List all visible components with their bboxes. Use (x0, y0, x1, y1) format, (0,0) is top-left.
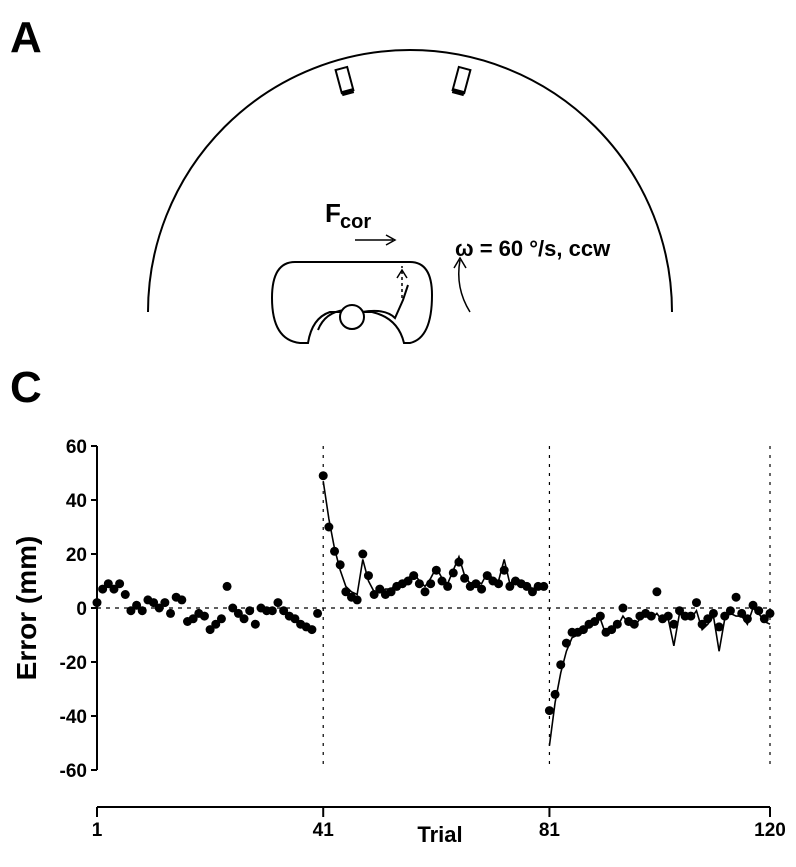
x-tick-label: 41 (313, 820, 335, 841)
data-point (267, 606, 277, 616)
data-point (731, 592, 741, 602)
force-label: F (325, 198, 341, 228)
data-point (720, 611, 730, 621)
data-point (437, 576, 447, 586)
lamp (334, 65, 355, 97)
data-point (290, 614, 300, 624)
data-point (691, 598, 701, 608)
data-point (409, 571, 419, 581)
table (270, 261, 434, 344)
data-point (527, 587, 537, 597)
data-point (318, 471, 328, 481)
data-point (115, 579, 125, 589)
room-wall (147, 49, 673, 313)
data-point (714, 622, 724, 632)
data-point (279, 606, 289, 616)
x-tick-label: 1 (92, 820, 103, 841)
x-axis-label: Trial (417, 822, 462, 847)
reach-arrow (396, 268, 408, 279)
data-point (216, 614, 226, 624)
data-point (98, 584, 108, 594)
model-line (322, 480, 544, 596)
panel-label: C (10, 363, 42, 412)
data-point (595, 611, 605, 621)
data-point (358, 549, 368, 559)
data-point (126, 606, 136, 616)
data-point (211, 619, 221, 629)
y-tick-label: 60 (66, 437, 87, 458)
data-point (443, 581, 453, 591)
data-point (765, 608, 775, 618)
data-point (199, 611, 209, 621)
data-point (92, 598, 102, 608)
x-tick-label: 120 (754, 820, 786, 841)
data-point (420, 587, 430, 597)
data-point (160, 598, 170, 608)
force-subscript: cor (340, 211, 371, 233)
data-point (228, 603, 238, 613)
data-point (725, 606, 735, 616)
data-point (137, 606, 147, 616)
data-point (166, 608, 176, 618)
y-axis-label: Error (mm) (11, 536, 42, 681)
data-point (307, 625, 317, 635)
data-point (544, 706, 554, 716)
y-tick-label: 40 (66, 491, 87, 512)
y-tick-label: -60 (60, 761, 87, 782)
data-point (273, 598, 283, 608)
data-point (239, 614, 249, 624)
data-point (313, 608, 323, 618)
data-point (149, 598, 159, 608)
rotation-arrow (458, 259, 471, 313)
data-point (708, 608, 718, 618)
data-point (205, 625, 215, 635)
data-point (154, 603, 164, 613)
rotation-arrow-head (453, 256, 467, 269)
data-point (177, 595, 187, 605)
data-point (414, 579, 424, 589)
data-point (522, 581, 532, 591)
data-point (103, 579, 113, 589)
rotation-label: ω = 60 °/s, ccw (455, 236, 611, 261)
data-point (759, 614, 769, 624)
data-point (590, 617, 600, 626)
data-point (460, 573, 470, 583)
x-tick-label: 81 (539, 820, 561, 841)
data-point (663, 611, 673, 621)
model-line (548, 606, 771, 746)
data-point (550, 689, 560, 699)
subject-head (339, 304, 365, 330)
y-tick-label: -20 (60, 653, 87, 674)
y-tick-label: 20 (66, 545, 87, 566)
data-point (505, 581, 515, 591)
data-point (324, 522, 334, 532)
data-point (494, 579, 504, 589)
data-point (245, 606, 255, 616)
chart: -60 -40 -20 0 20 40 60 1 41 81 120 Trial Error (mm) (11, 437, 786, 847)
y-tick-label: 0 (76, 599, 87, 620)
data-point (222, 581, 232, 591)
data-point (250, 619, 260, 629)
y-tick-label: -40 (60, 707, 87, 728)
data-point (120, 590, 130, 599)
force-arrow-head (385, 234, 397, 246)
data-point (188, 614, 198, 624)
data-point (109, 584, 119, 594)
data-point (754, 606, 764, 616)
data-point (669, 619, 679, 629)
data-point (477, 584, 487, 594)
data-point (352, 595, 362, 605)
data-point (675, 606, 685, 616)
data-point (618, 603, 628, 613)
data-point (652, 587, 662, 597)
panel-label: A (10, 13, 42, 62)
data-point (132, 600, 142, 610)
lamp (451, 65, 472, 97)
data-point (233, 608, 243, 618)
data-point (748, 600, 758, 610)
data-point (578, 625, 588, 635)
